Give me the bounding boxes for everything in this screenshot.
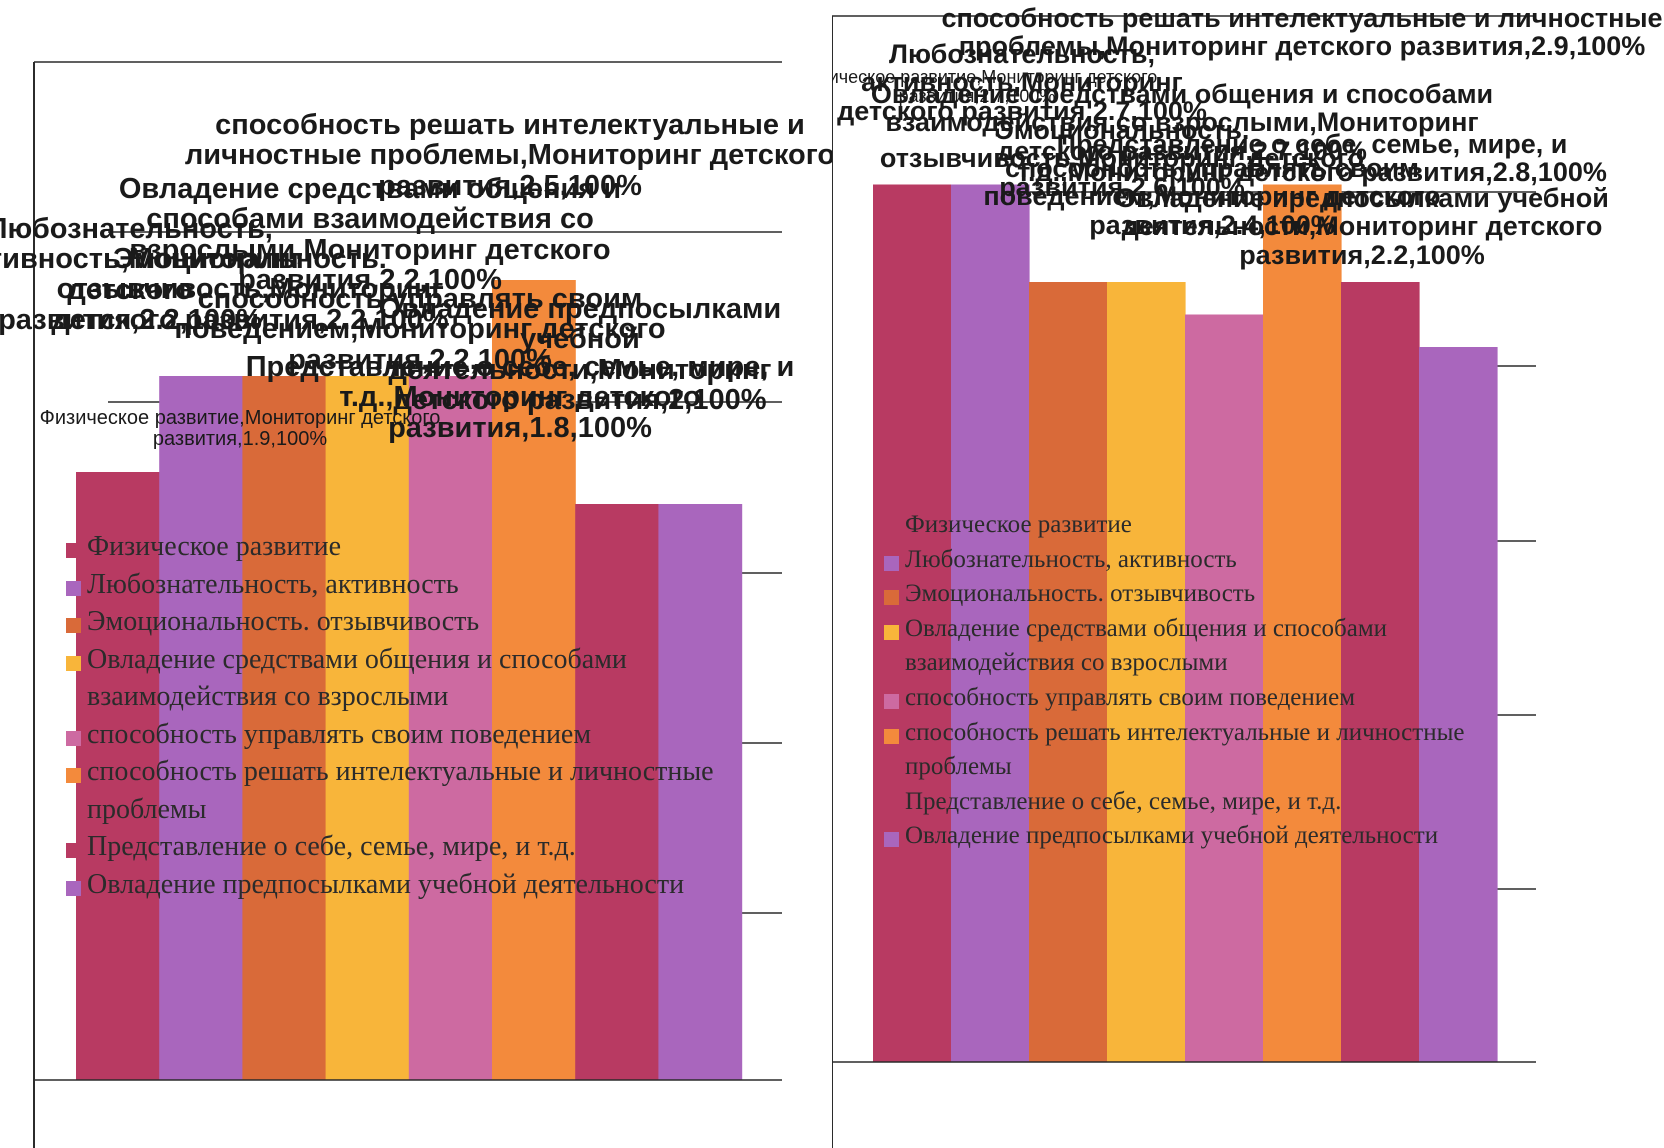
legend-swatch xyxy=(884,624,899,640)
bar xyxy=(242,376,327,1080)
legend-label: способность управлять своим поведением xyxy=(87,718,592,750)
legend-item: способность управлять своим поведением xyxy=(66,716,746,754)
bar xyxy=(492,280,576,1080)
legend-item: Любознательность, активность xyxy=(884,543,1484,578)
data-label: способность управлять своим поведением,М… xyxy=(174,283,666,376)
legend-swatch xyxy=(66,580,81,596)
bar xyxy=(575,504,659,1080)
legend-label: Представление о себе, семье, мире, и т.д… xyxy=(905,787,1342,815)
legend-swatch xyxy=(66,843,81,858)
data-label: Овладение средствами общения и способами… xyxy=(118,173,622,297)
legend-label: Овладение предпосылками учебной деятельн… xyxy=(905,822,1439,850)
legend-swatch xyxy=(884,590,899,606)
data-label: Овладение предпосылками учебной деятельн… xyxy=(1115,183,1609,270)
legend-item: Физическое развитие xyxy=(66,528,746,566)
legend-item: Овладение предпосылками учебной деятельн… xyxy=(884,819,1484,854)
legend-swatch xyxy=(66,768,81,783)
data-label: Эмоциональность. отзывчивость,Мониторинг… xyxy=(51,243,449,336)
chart-left-plot xyxy=(33,61,782,1148)
legend-item: Любознательность, активность xyxy=(66,566,746,604)
legend-label: Овладение средствами общения и способами… xyxy=(905,614,1388,677)
legend-item: Представление о себе, семье, мире, и т.д… xyxy=(884,785,1484,820)
legend-swatch xyxy=(66,618,81,633)
legend-swatch xyxy=(66,730,81,746)
bar xyxy=(1029,282,1108,1062)
bar xyxy=(1263,184,1342,1062)
data-label: Овладение средствами общения и способами… xyxy=(870,79,1494,166)
legend-swatch xyxy=(884,797,899,813)
data-label: Физическое развитие,Мониторинг детского … xyxy=(39,407,441,450)
legend-item: Представление о себе, семье, мире, и т.д… xyxy=(66,828,746,866)
legend-label: Овладение средствами общения и способами… xyxy=(87,643,627,713)
legend-item: способность решать интелектуальные и лич… xyxy=(66,753,746,828)
legend-swatch xyxy=(884,693,899,709)
data-label: Овладение предпосылками учебной деятельн… xyxy=(378,293,782,417)
legend-label: Представление о себе, семье, мире, и т.д… xyxy=(87,831,576,862)
data-label: Физическое развитие,Мониторинг детского … xyxy=(832,67,1158,106)
legend-label: Физическое развитие xyxy=(87,531,342,562)
data-label: способность решать интелектуальные и лич… xyxy=(941,3,1663,62)
legend-item: способность решать интелектуальные и лич… xyxy=(884,716,1484,785)
bar xyxy=(325,376,410,1080)
bar xyxy=(408,376,493,1080)
chart-right-legend: Физическое развитие Любознательность, акт… xyxy=(884,508,1484,854)
bar xyxy=(658,504,743,1080)
data-label: Любознательность, активность,Мониторинг … xyxy=(837,39,1207,126)
legend-label: способность управлять своим поведением xyxy=(905,683,1356,711)
bar xyxy=(1107,282,1186,1062)
data-label: способность управлять своим поведением,М… xyxy=(983,153,1441,240)
legend-label: Любознательность, активность xyxy=(905,545,1237,573)
legend-swatch xyxy=(884,728,899,744)
legend-label: Эмоциональность. отзывчивость xyxy=(905,580,1256,608)
legend-label: Физическое развитие xyxy=(905,511,1132,538)
bar xyxy=(1185,314,1264,1062)
legend-item: Овладение средствами общения и способами… xyxy=(884,612,1484,681)
data-label: Эмоциональность. отзывчивость,Мониторинг… xyxy=(879,115,1365,202)
legend-label: способность решать интелектуальные и лич… xyxy=(87,756,714,825)
legend-swatch xyxy=(66,655,81,671)
data-label: способность решать интелектуальные и лич… xyxy=(184,109,832,202)
bar xyxy=(951,184,1030,1062)
legend-swatch xyxy=(884,521,899,536)
legend-label: Овладение предпосылками учебной деятельн… xyxy=(87,868,685,900)
bar xyxy=(76,472,160,1080)
data-label: Представление о себе, семье, мире, и т.д… xyxy=(245,351,795,444)
legend-swatch xyxy=(884,832,899,848)
bar xyxy=(873,184,952,1062)
chart-right-plot xyxy=(832,15,1536,1148)
bar xyxy=(1341,282,1420,1062)
legend-label: способность решать интелектуальные и лич… xyxy=(905,718,1465,781)
legend-item: Физическое развитие xyxy=(884,508,1484,543)
legend-label: Любознательность, активность xyxy=(87,568,459,600)
legend-label: Эмоциональность. отзывчивость xyxy=(87,606,480,637)
legend-item: Эмоциональность. отзывчивость xyxy=(884,577,1484,612)
chart-right: Физическое развитие,Мониторинг детского … xyxy=(832,0,1664,1148)
legend-swatch xyxy=(884,555,899,571)
data-label: Любознательность, активность,Мониторинг … xyxy=(0,213,303,337)
legend-item: Овладение предпосылками учебной деятельн… xyxy=(66,866,746,904)
legend-item: способность управлять своим поведением xyxy=(884,681,1484,716)
chart-left-legend: Физическое развитие Любознательность, акт… xyxy=(66,528,746,903)
bar xyxy=(1419,347,1498,1062)
data-label: Представление о себе, семье, мире, и т.д… xyxy=(1017,129,1607,188)
bar xyxy=(159,376,243,1080)
legend-swatch xyxy=(66,880,81,896)
legend-item: Овладение средствами общения и способами… xyxy=(66,641,746,716)
chart-left: Физическое развитие,Мониторинг детского … xyxy=(0,61,832,1148)
legend-swatch xyxy=(66,543,81,558)
legend-item: Эмоциональность. отзывчивость xyxy=(66,603,746,641)
